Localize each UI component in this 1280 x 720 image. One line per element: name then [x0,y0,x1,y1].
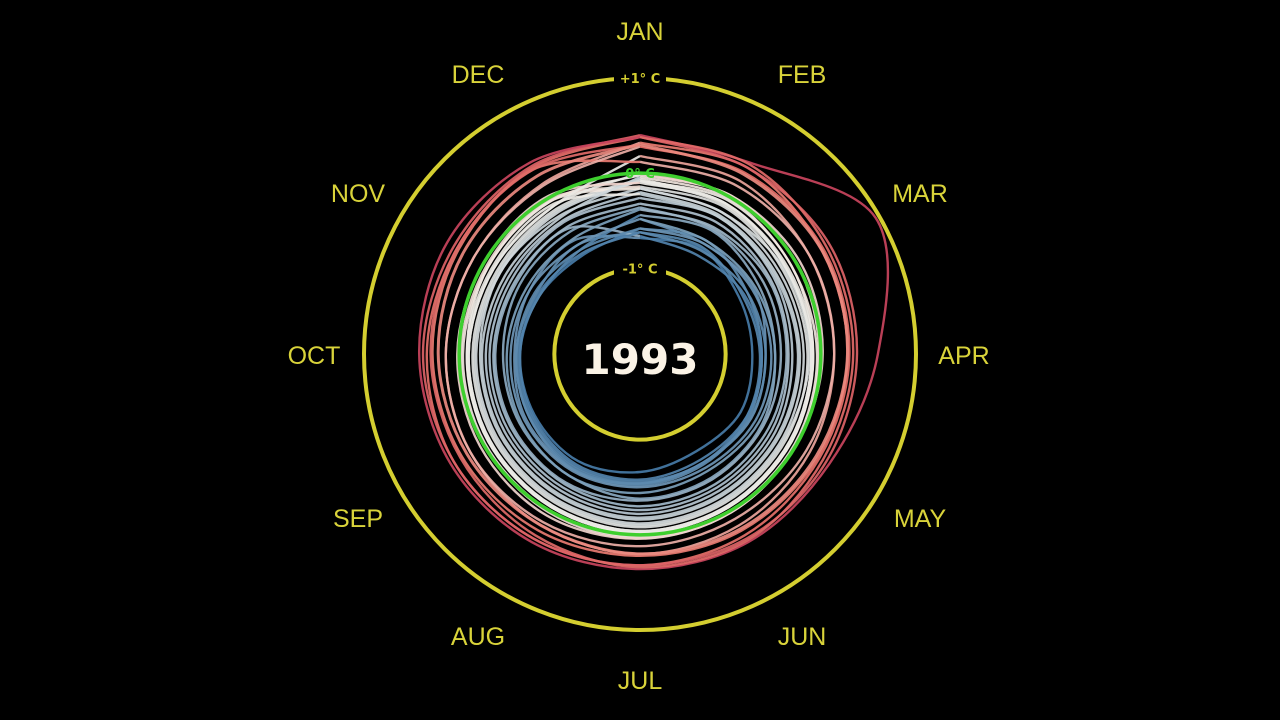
year-label: 1993 [582,335,699,384]
month-labels: JAN FEB MAR APR MAY JUN JUL AUG SEP OCT … [288,18,990,695]
spiral-line-1993 [436,143,850,556]
spiral-line-1908 [515,227,767,485]
spiral-line-1956 [480,175,800,519]
month-label-may: MAY [894,505,947,533]
spiral-line-1896 [501,206,777,500]
month-label-jun: JUN [778,623,827,651]
month-label-aug: AUG [451,623,505,651]
month-label-feb: FEB [778,61,827,89]
month-label-jul: JUL [618,667,663,695]
month-label-apr: APR [938,342,989,370]
spiral-line-1936 [473,179,811,527]
ring-minus-one-label-bg [614,260,666,277]
spiral-line-1912 [509,217,773,489]
month-label-nov: NOV [331,180,386,208]
spiral-line-1960 [461,175,819,538]
spiral-line-1916 [505,208,777,495]
spiral-line-1904 [518,231,764,481]
ring-plus-one-label: +1° C [620,72,661,87]
spiral-line-1952 [465,177,815,535]
spiral-line-1990 [417,133,890,571]
spiral-line-1924 [488,196,790,512]
spiral-line-1928 [484,191,794,516]
month-label-jan: JAN [616,18,663,46]
month-label-oct: OCT [288,342,341,370]
spiral-line-1985 [444,145,836,548]
spiral-lines [417,133,890,571]
ring-minus-one-label: -1° C [622,262,657,277]
spiral-line-1991 [429,135,855,569]
ring-zero-label: 0° C [625,167,655,182]
month-label-sep: SEP [333,505,383,533]
month-label-dec: DEC [452,61,505,89]
spiral-line-1900 [494,206,783,502]
spiral-line-1976 [467,154,813,533]
month-label-mar: MAR [892,180,948,208]
spiral-line-1988 [421,133,859,567]
spiral-line-1964 [475,179,805,525]
spiral-line-1892 [516,213,762,483]
ring-plus-one-label-bg [614,70,666,86]
ring-zero-degree [457,171,823,537]
spiral-line-1948 [471,177,809,529]
spiral-line-1920 [492,202,788,508]
